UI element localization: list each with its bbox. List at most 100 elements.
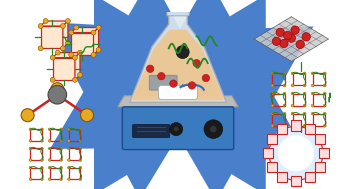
Polygon shape bbox=[41, 26, 63, 48]
Circle shape bbox=[204, 120, 223, 138]
Polygon shape bbox=[305, 124, 315, 134]
Polygon shape bbox=[254, 17, 328, 61]
Circle shape bbox=[311, 84, 314, 87]
Circle shape bbox=[29, 128, 32, 131]
Circle shape bbox=[29, 159, 32, 161]
Circle shape bbox=[280, 39, 288, 48]
Circle shape bbox=[283, 104, 286, 107]
Circle shape bbox=[91, 30, 96, 35]
Circle shape bbox=[291, 112, 294, 115]
Circle shape bbox=[41, 166, 43, 169]
Circle shape bbox=[271, 92, 274, 95]
Polygon shape bbox=[63, 21, 68, 48]
FancyBboxPatch shape bbox=[159, 85, 197, 99]
Circle shape bbox=[79, 139, 82, 142]
Circle shape bbox=[91, 52, 96, 57]
Circle shape bbox=[69, 30, 74, 35]
Circle shape bbox=[271, 72, 274, 75]
Circle shape bbox=[41, 147, 43, 150]
Circle shape bbox=[283, 124, 286, 127]
Circle shape bbox=[60, 178, 62, 180]
Circle shape bbox=[323, 112, 326, 115]
Circle shape bbox=[291, 124, 294, 127]
Circle shape bbox=[67, 166, 70, 169]
Polygon shape bbox=[53, 58, 75, 80]
Circle shape bbox=[311, 112, 314, 115]
Circle shape bbox=[67, 159, 70, 161]
Circle shape bbox=[202, 74, 210, 82]
Circle shape bbox=[60, 147, 62, 150]
Circle shape bbox=[311, 92, 314, 95]
Circle shape bbox=[271, 112, 274, 115]
Circle shape bbox=[48, 159, 51, 161]
Circle shape bbox=[60, 24, 65, 29]
Polygon shape bbox=[130, 15, 226, 102]
Circle shape bbox=[96, 47, 101, 52]
Circle shape bbox=[303, 84, 306, 87]
Polygon shape bbox=[267, 162, 277, 172]
Polygon shape bbox=[305, 172, 315, 183]
Circle shape bbox=[60, 128, 62, 131]
Circle shape bbox=[283, 84, 286, 87]
Circle shape bbox=[74, 25, 79, 30]
Circle shape bbox=[276, 28, 285, 36]
Circle shape bbox=[79, 159, 82, 161]
Circle shape bbox=[65, 41, 70, 46]
Circle shape bbox=[48, 128, 51, 131]
Circle shape bbox=[271, 104, 274, 107]
Circle shape bbox=[291, 26, 299, 34]
Circle shape bbox=[48, 139, 51, 142]
Polygon shape bbox=[315, 162, 325, 172]
Circle shape bbox=[303, 104, 306, 107]
Polygon shape bbox=[277, 124, 287, 134]
Polygon shape bbox=[75, 53, 80, 80]
Circle shape bbox=[81, 109, 94, 122]
Circle shape bbox=[51, 83, 64, 96]
Circle shape bbox=[60, 159, 62, 161]
Circle shape bbox=[287, 34, 296, 42]
Circle shape bbox=[272, 37, 281, 45]
Circle shape bbox=[188, 82, 196, 89]
Circle shape bbox=[48, 85, 67, 104]
Circle shape bbox=[77, 72, 82, 77]
Polygon shape bbox=[319, 148, 329, 158]
Circle shape bbox=[41, 159, 43, 161]
Circle shape bbox=[323, 72, 326, 75]
Circle shape bbox=[268, 125, 324, 181]
FancyBboxPatch shape bbox=[167, 9, 189, 16]
Circle shape bbox=[146, 65, 154, 72]
Polygon shape bbox=[263, 148, 273, 158]
Polygon shape bbox=[118, 96, 238, 107]
Circle shape bbox=[55, 50, 60, 55]
Circle shape bbox=[29, 147, 32, 150]
Circle shape bbox=[323, 124, 326, 127]
Circle shape bbox=[271, 84, 274, 87]
FancyBboxPatch shape bbox=[132, 125, 170, 137]
Circle shape bbox=[311, 72, 314, 75]
Circle shape bbox=[60, 166, 62, 169]
Circle shape bbox=[291, 104, 294, 107]
Polygon shape bbox=[132, 30, 225, 100]
Polygon shape bbox=[53, 53, 80, 58]
Circle shape bbox=[79, 178, 82, 180]
Circle shape bbox=[50, 77, 55, 82]
Circle shape bbox=[283, 112, 286, 115]
FancyBboxPatch shape bbox=[122, 107, 234, 149]
Circle shape bbox=[60, 46, 65, 51]
Circle shape bbox=[271, 124, 274, 127]
Circle shape bbox=[311, 124, 314, 127]
FancyBboxPatch shape bbox=[149, 75, 177, 90]
Circle shape bbox=[38, 24, 43, 29]
Polygon shape bbox=[71, 33, 94, 55]
Circle shape bbox=[79, 147, 82, 150]
Circle shape bbox=[302, 33, 310, 41]
Circle shape bbox=[41, 178, 43, 180]
Circle shape bbox=[29, 139, 32, 142]
Circle shape bbox=[60, 139, 62, 142]
Circle shape bbox=[296, 40, 305, 49]
Circle shape bbox=[67, 178, 70, 180]
Circle shape bbox=[303, 92, 306, 95]
Circle shape bbox=[283, 31, 292, 40]
Circle shape bbox=[291, 72, 294, 75]
Circle shape bbox=[65, 19, 70, 23]
